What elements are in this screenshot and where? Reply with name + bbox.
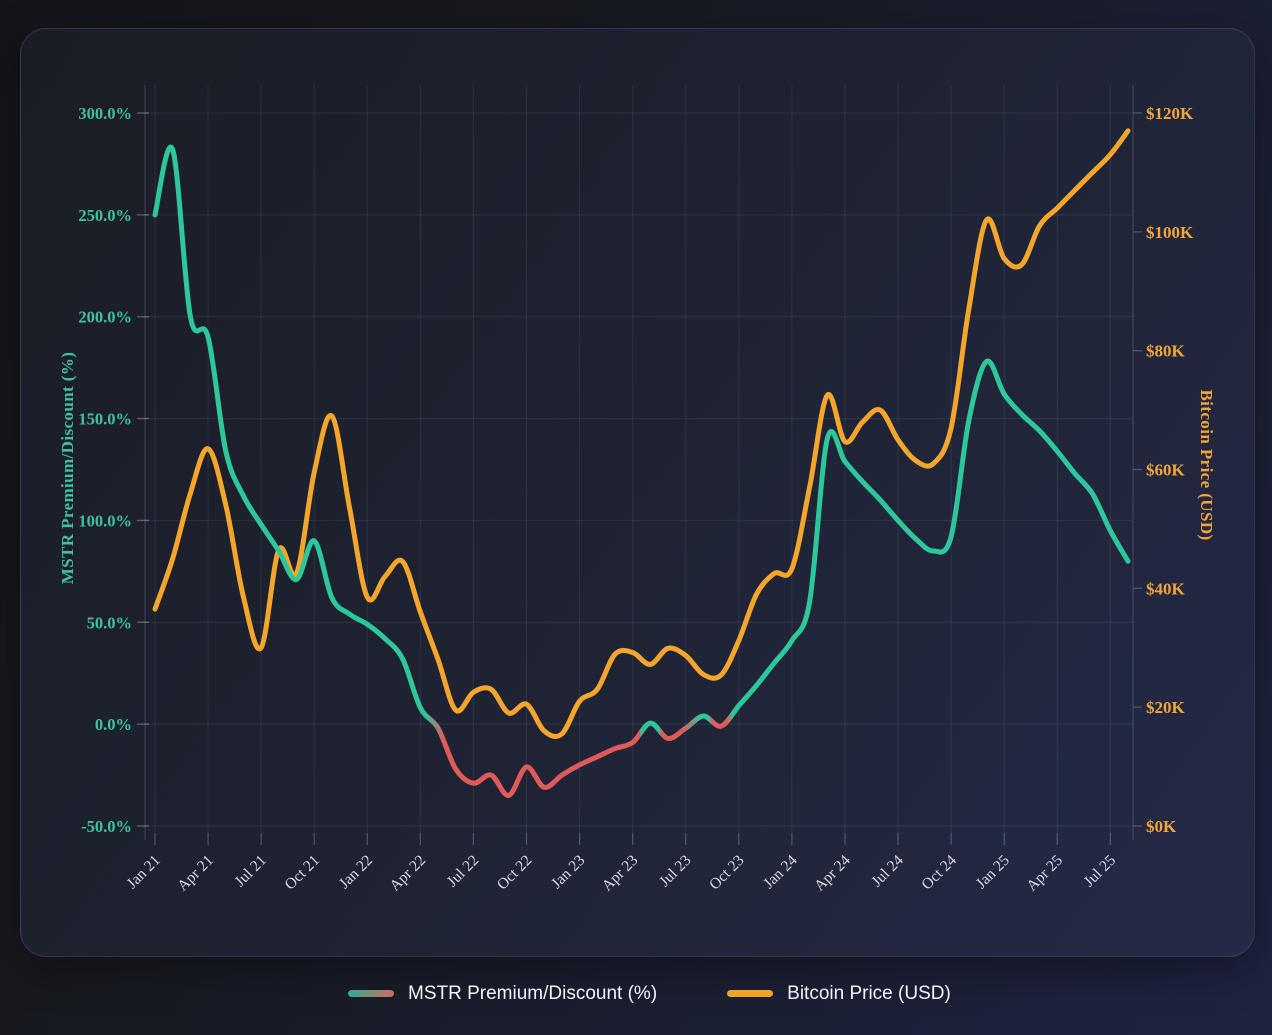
mstr-premium-line [152, 144, 1131, 798]
chart-card [20, 28, 1255, 957]
legend-item-mstr: MSTR Premium/Discount (%) [348, 984, 657, 1003]
right-axis-title: Bitcoin Price (USD) [1197, 389, 1216, 541]
left-tick-label: 100.0% [78, 511, 132, 530]
x-tick-label: Apr 25 [1023, 852, 1066, 895]
right-tick-label: $40K [1146, 579, 1186, 598]
x-tick-label: Apr 23 [599, 852, 642, 895]
x-tick-label: Jan 23 [548, 852, 589, 893]
right-tick-label: $0K [1146, 817, 1177, 836]
legend-label-btc: Bitcoin Price (USD) [787, 983, 951, 1004]
x-tick-label: Oct 23 [706, 852, 748, 894]
left-tick-label: 50.0% [87, 613, 132, 632]
right-tick-label: $60K [1146, 461, 1186, 480]
x-axis-ticks: Jan 21 Apr 21 Jul 21 Oct 21 Jan 22 Apr 22 Jul … [123, 833, 1119, 895]
legend-swatch-btc [727, 990, 774, 997]
x-tick-label: Jan 21 [123, 852, 163, 892]
chart-legend: MSTR Premium/Discount (%) Bitcoin Price … [348, 984, 951, 1003]
right-tick-label: $100K [1146, 223, 1194, 242]
x-tick-label: Apr 24 [811, 852, 854, 895]
right-tick-label: $120K [1146, 104, 1194, 123]
left-tick-label: 150.0% [78, 410, 132, 429]
left-tick-label: 200.0% [78, 308, 132, 327]
left-axis-title: MSTR Premium/Discount (%) [58, 351, 77, 585]
x-tick-label: Apr 22 [386, 852, 429, 895]
left-axis-ticks: 300.0% 250.0% 200.0% 150.0% 100.0% 50.0% 0.0% -… [78, 104, 149, 836]
x-tick-label: Jul 24 [868, 852, 907, 891]
x-tick-label: Jul 21 [231, 852, 270, 891]
left-tick-label: -50.0% [81, 817, 132, 836]
legend-item-btc: Bitcoin Price (USD) [727, 984, 951, 1003]
x-tick-label: Jul 22 [444, 852, 483, 891]
btc-price-line [152, 128, 1131, 739]
legend-label-mstr: MSTR Premium/Discount (%) [408, 983, 658, 1004]
x-tick-label: Apr 21 [174, 852, 217, 895]
right-tick-label: $80K [1146, 342, 1186, 361]
x-tick-label: Jan 25 [973, 852, 1014, 893]
x-tick-label: Oct 22 [494, 852, 536, 894]
left-tick-label: 250.0% [78, 206, 132, 225]
x-tick-label: Oct 24 [918, 852, 960, 894]
x-tick-label: Oct 21 [281, 852, 323, 894]
x-tick-label: Jul 23 [656, 852, 695, 891]
left-tick-label: 0.0% [95, 715, 132, 734]
legend-swatch-mstr [348, 990, 394, 997]
x-tick-label: Jan 24 [760, 852, 801, 893]
left-tick-label: 300.0% [78, 104, 132, 123]
gridlines [144, 85, 1134, 840]
x-tick-label: Jul 25 [1081, 852, 1120, 891]
right-axis-ticks: $120K $100K $80K $60K $40K $20K $0K [1133, 104, 1194, 836]
x-tick-label: Jan 22 [336, 852, 376, 892]
right-tick-label: $20K [1146, 698, 1186, 717]
